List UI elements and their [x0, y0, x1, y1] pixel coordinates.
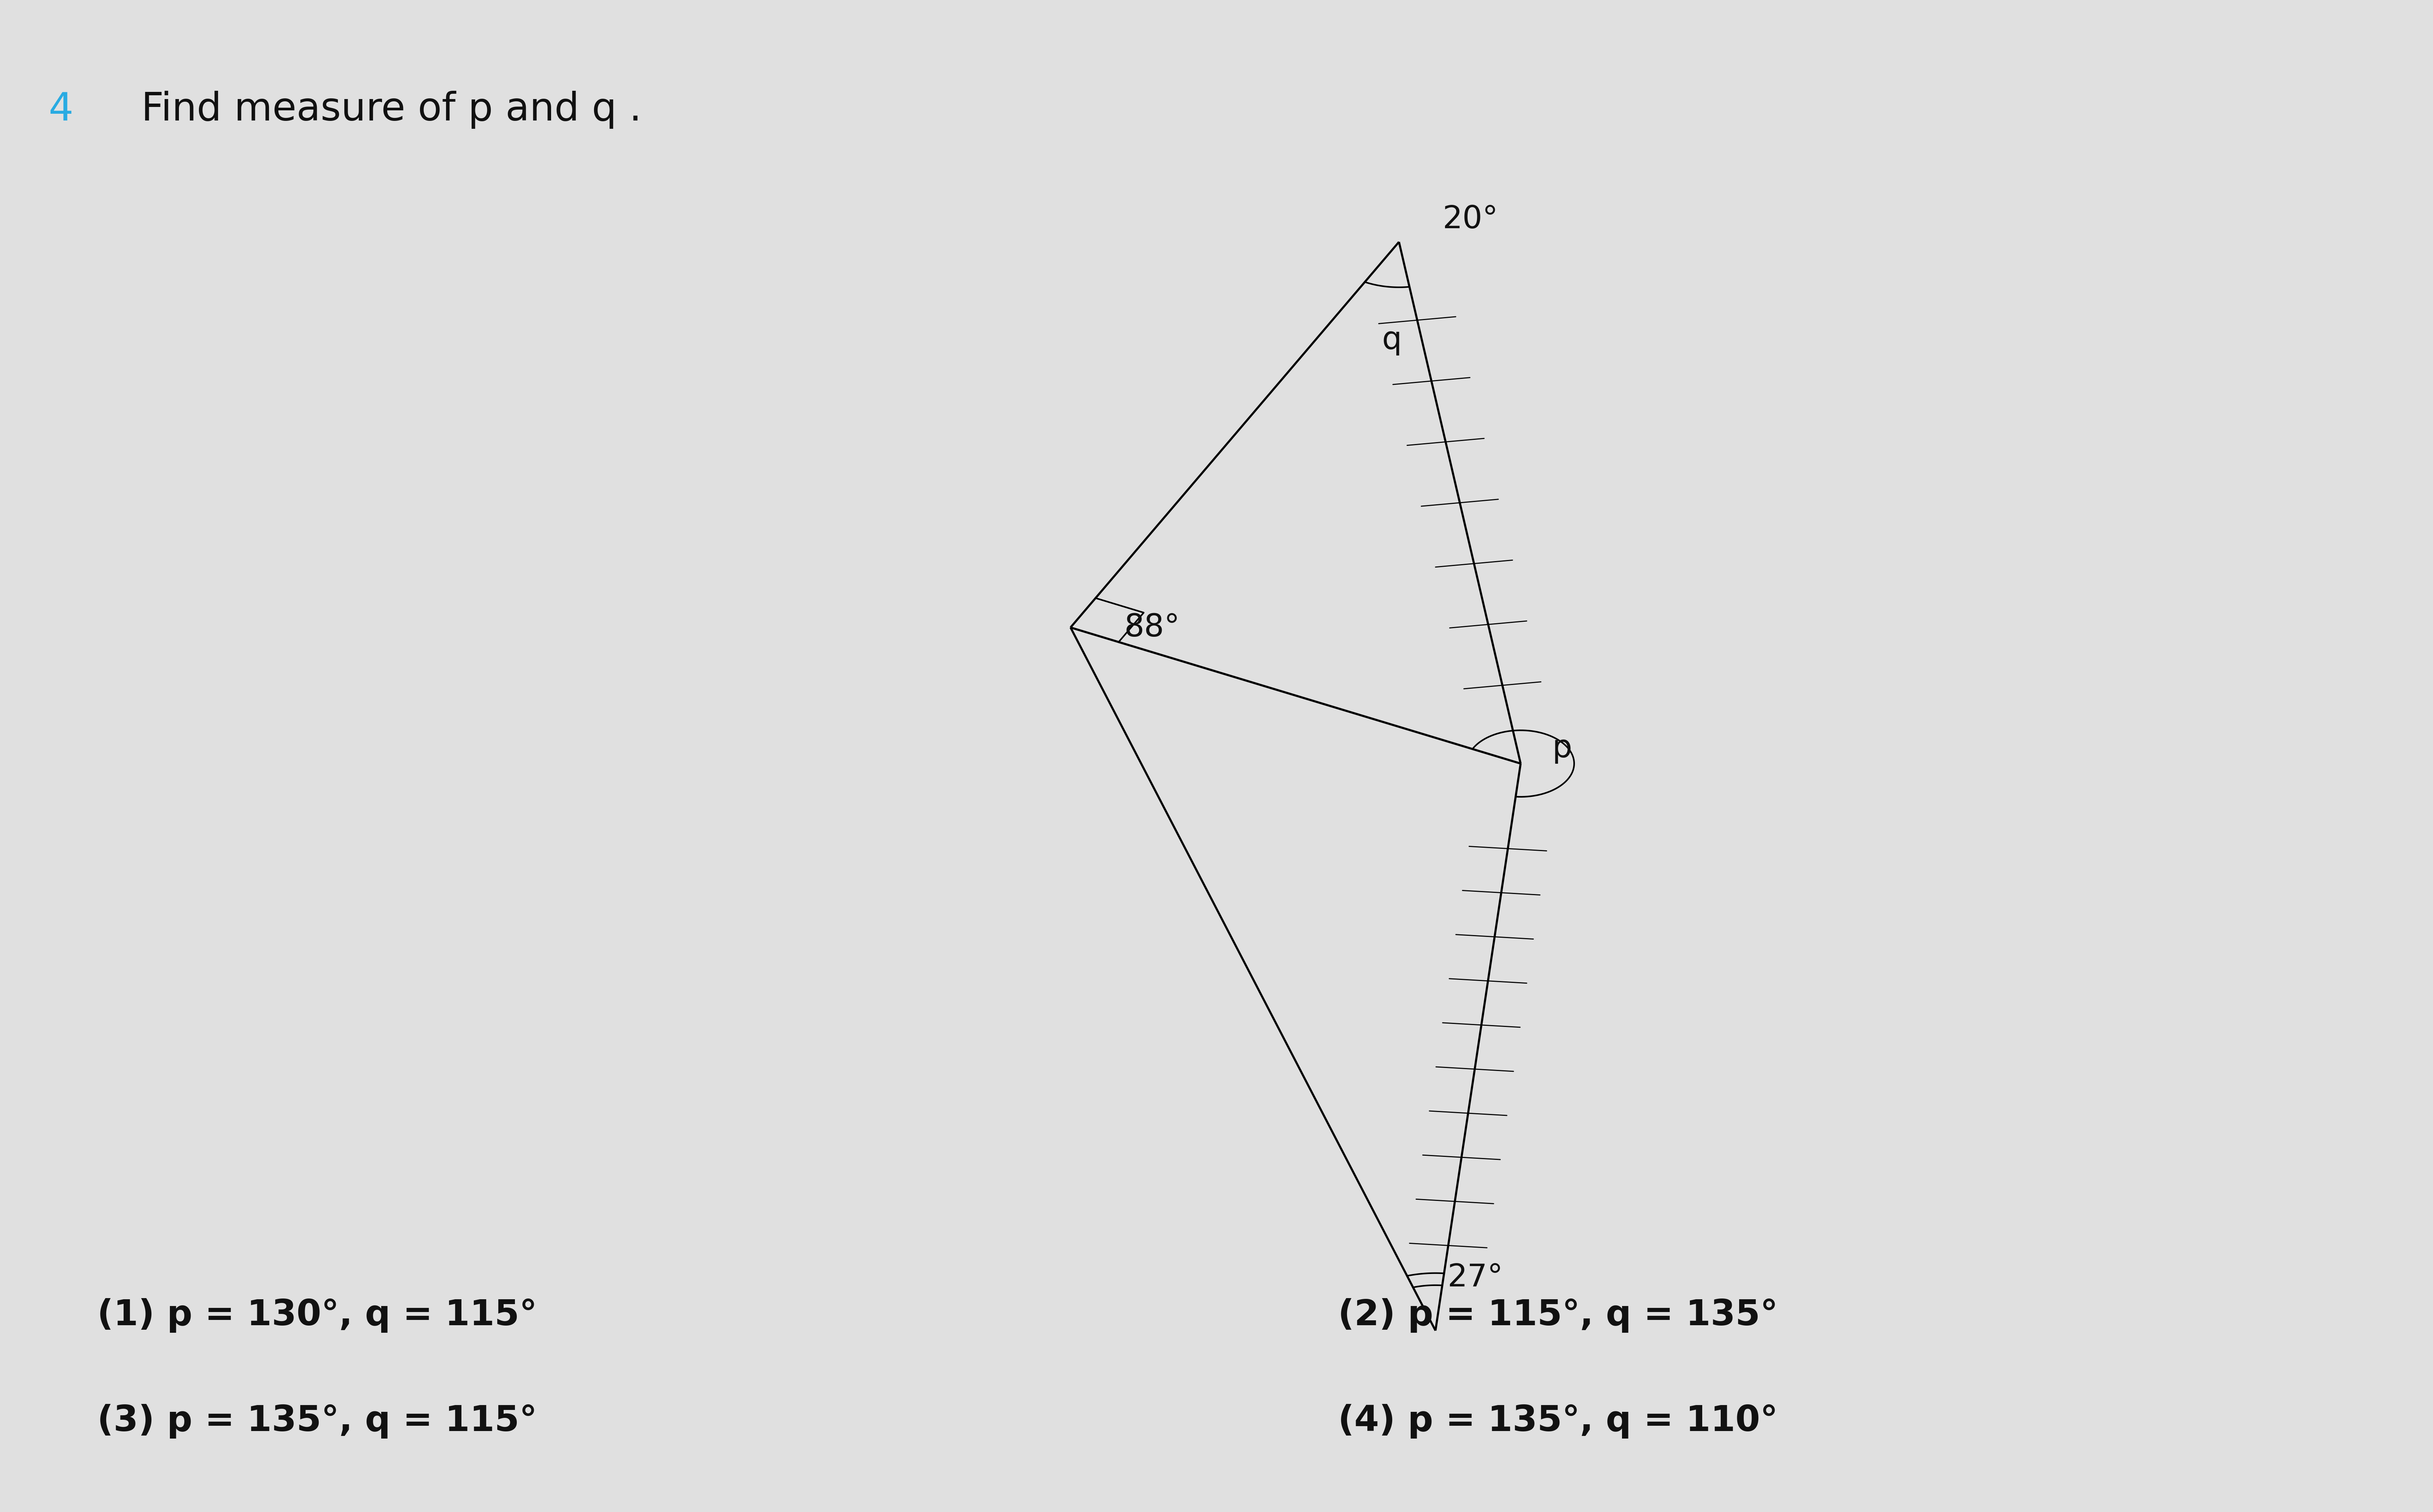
- Text: (3) p = 135°, q = 115°: (3) p = 135°, q = 115°: [97, 1405, 538, 1438]
- Text: 27°: 27°: [1448, 1263, 1504, 1293]
- Text: q: q: [1382, 325, 1401, 355]
- Text: 88°: 88°: [1124, 612, 1180, 643]
- Text: (2) p = 115°, q = 135°: (2) p = 115°, q = 135°: [1338, 1299, 1779, 1332]
- Text: Find measure of p and q .: Find measure of p and q .: [141, 91, 642, 129]
- Text: (1) p = 130°, q = 115°: (1) p = 130°, q = 115°: [97, 1299, 538, 1332]
- Text: p: p: [1552, 733, 1572, 764]
- Text: (4) p = 135°, q = 110°: (4) p = 135°, q = 110°: [1338, 1405, 1779, 1438]
- Text: 20°: 20°: [1443, 204, 1499, 234]
- Text: 4: 4: [49, 91, 73, 129]
